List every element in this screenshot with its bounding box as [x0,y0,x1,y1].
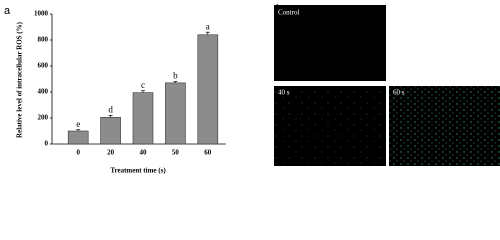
y-tick-label: 400 [38,88,49,96]
panel-label: a [4,5,11,17]
x-tick-label: 20 [107,149,115,157]
significance-letter: a [206,21,210,31]
figure: a Relative level of intracellular ROS (%… [4,3,500,175]
y-tick-label: 1000 [34,10,49,18]
x-axis-title: Treatment time (s) [110,167,166,175]
micrograph [274,5,386,81]
significance-letter: e [76,119,80,129]
x-tick-label: 0 [76,149,80,157]
y-axis-title: Relative level of intracellular ROS (%) [16,21,24,138]
x-tick-label: 60 [204,149,212,157]
image-label: 40 s [278,89,290,97]
significance-letter: d [108,104,113,114]
image-label: 60 s [393,89,405,97]
y-tick-label: 200 [38,114,49,122]
y-tick-label: 600 [38,62,49,70]
bar [132,92,154,145]
bar [67,130,89,145]
x-tick-label: 40 [140,149,148,157]
image-label: Control [278,9,299,17]
fluorescence [389,86,500,166]
significance-letter: c [141,80,145,90]
bar [165,82,186,145]
y-tick-label: 0 [45,140,49,148]
bar [197,34,219,145]
x-tick-label: 50 [172,149,180,157]
bar [100,117,121,145]
significance-letter: b [173,71,178,81]
y-tick-label: 800 [38,36,49,44]
fluorescence [274,86,386,166]
